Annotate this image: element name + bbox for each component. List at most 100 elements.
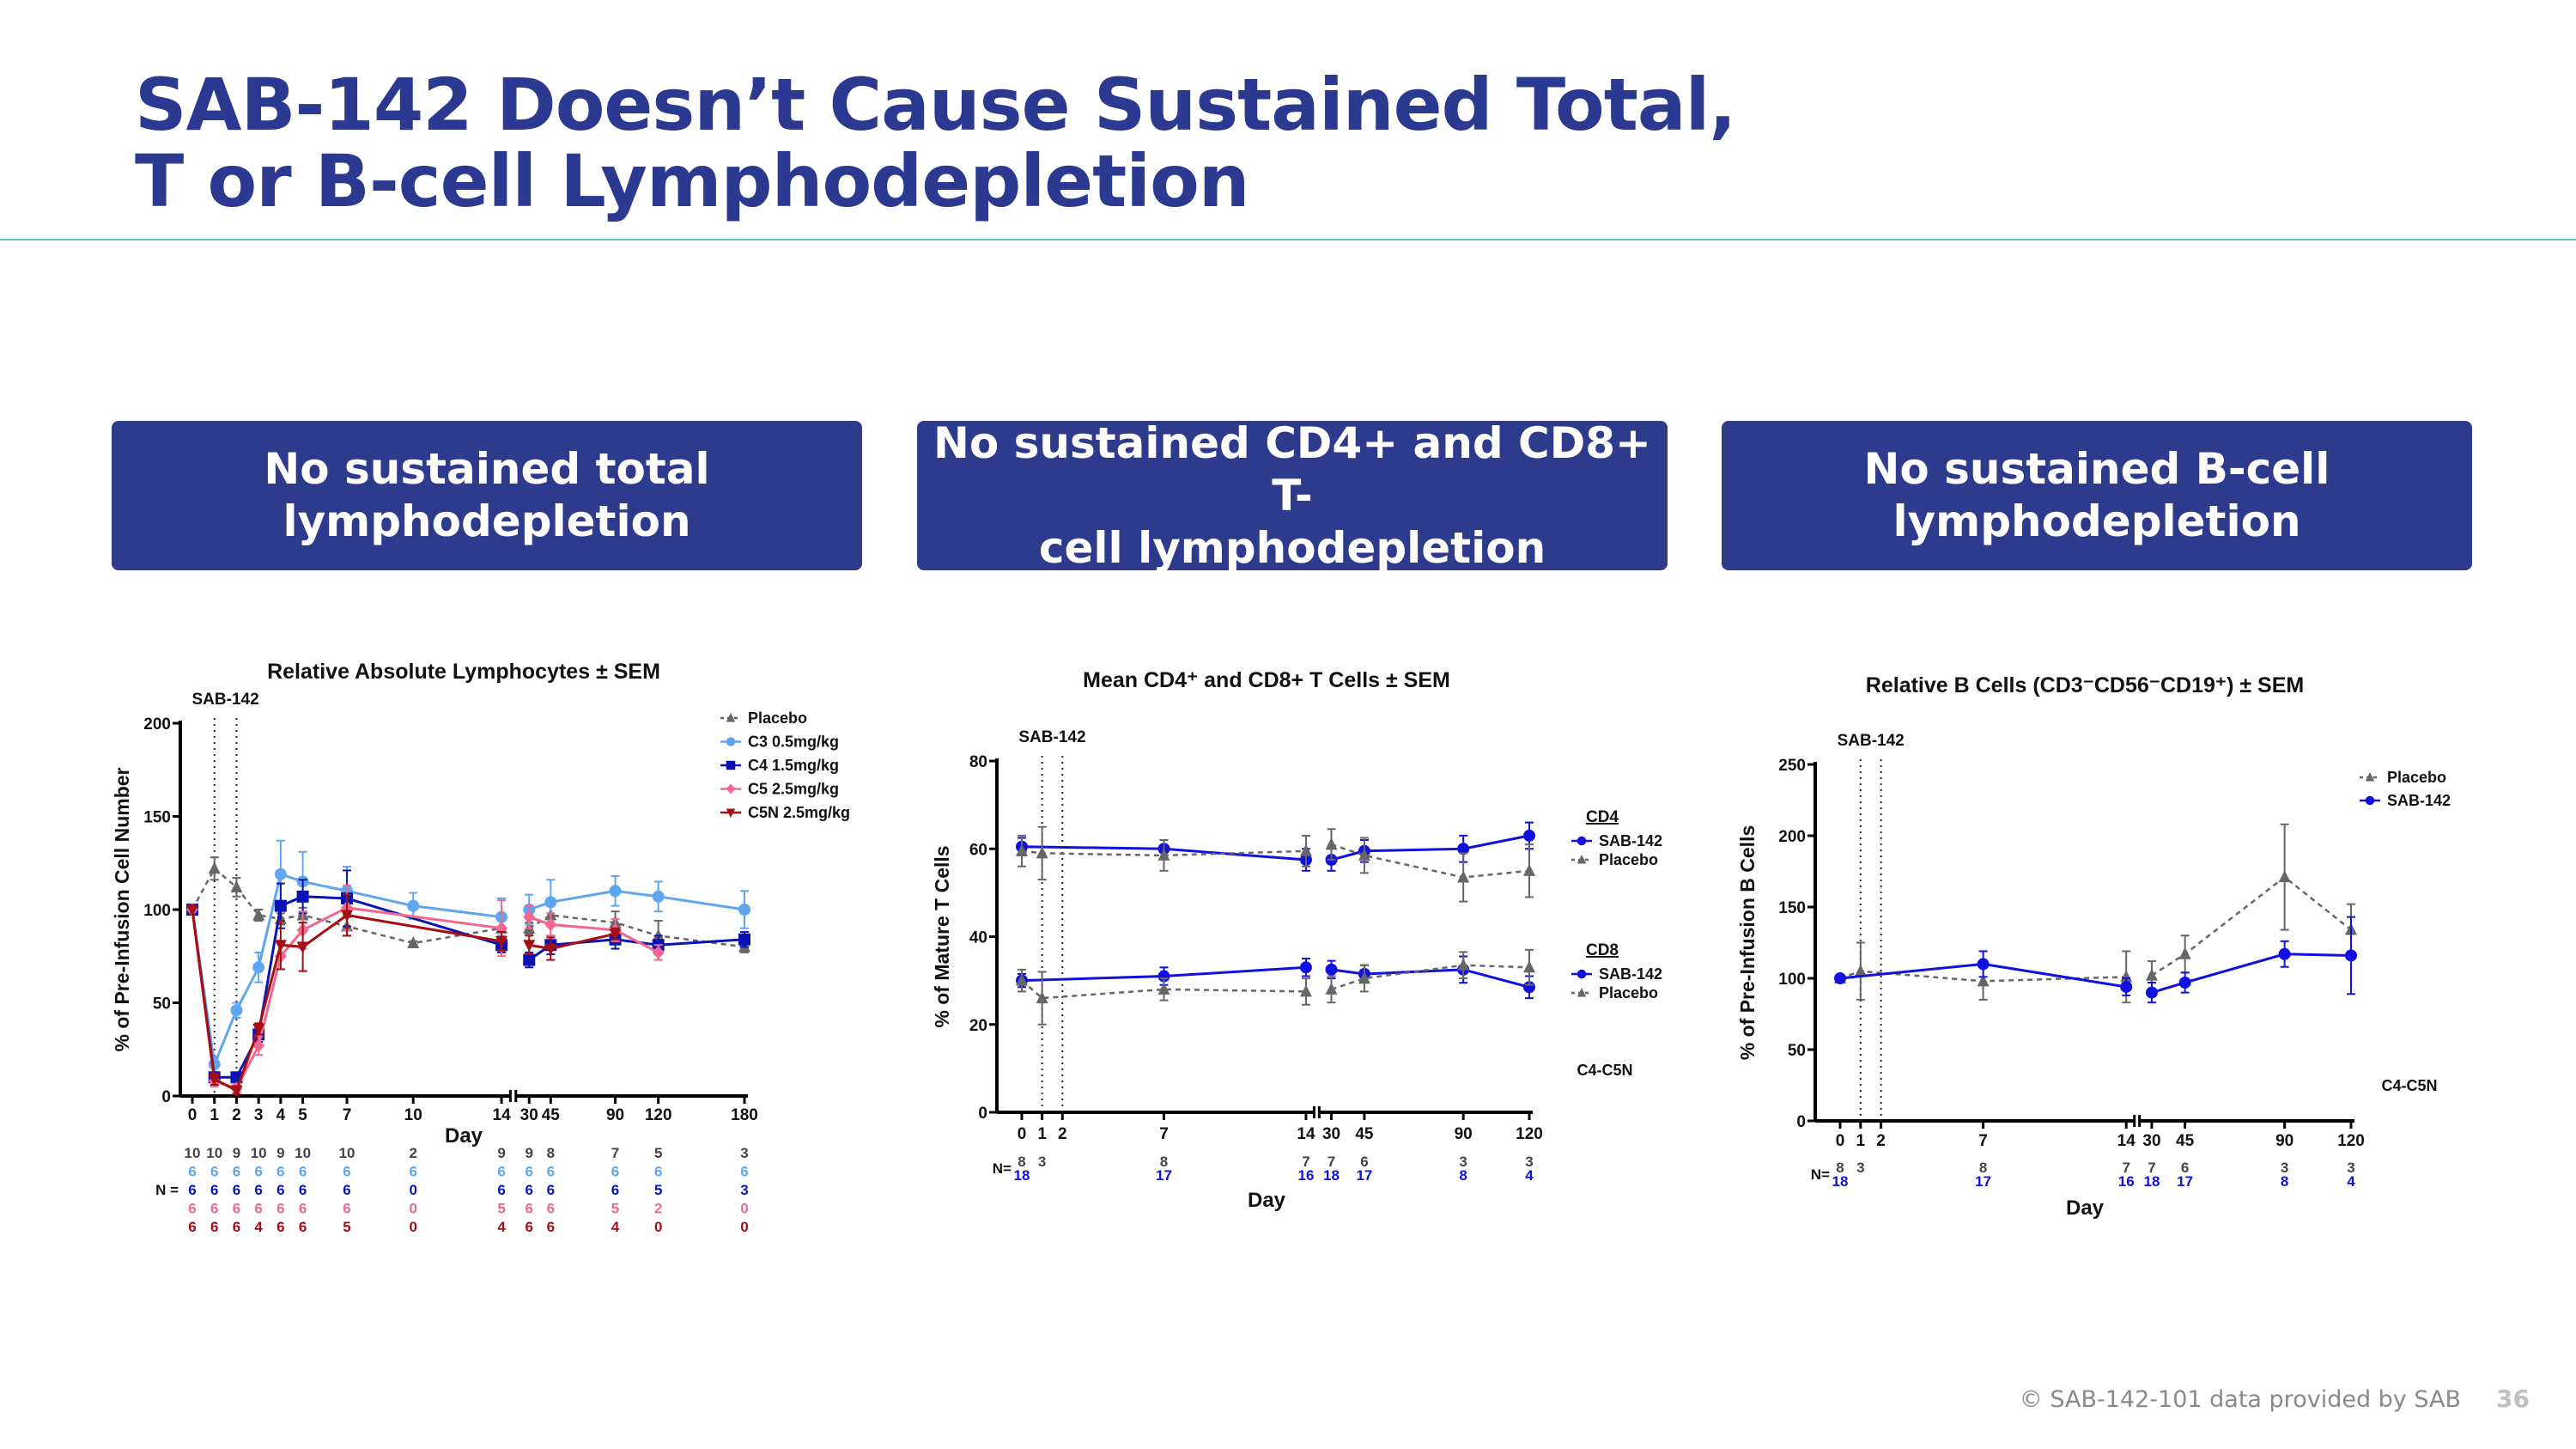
series-placebo <box>1016 948 1535 1026</box>
n-count: 6 <box>740 1164 748 1180</box>
n-count: 6 <box>525 1182 532 1198</box>
series-line <box>1021 849 1306 857</box>
title-line-2: T or B-cell Lymphodepletion <box>135 139 1250 223</box>
series-c5n-2-5mg-kg <box>186 893 622 1098</box>
page-title: SAB-142 Doesn’t Cause Sustained Total, T… <box>135 67 1736 223</box>
legend-group-heading: CD8 <box>1586 941 1619 959</box>
n-count: 8 <box>1836 1160 1844 1176</box>
x-tick-label: 0 <box>188 1106 197 1124</box>
data-point <box>2145 968 2158 981</box>
n-count: 6 <box>497 1182 505 1198</box>
legend-item: Placebo <box>720 709 807 727</box>
n-count: 7 <box>611 1145 619 1161</box>
page-number: 36 <box>2496 1385 2530 1413</box>
data-point <box>738 904 750 916</box>
legend-label: Placebo <box>2387 769 2446 786</box>
n-count: 6 <box>276 1164 284 1180</box>
legend-group-heading: CD4 <box>1586 808 1619 826</box>
n-count: 7 <box>2148 1160 2155 1176</box>
n-count: 4 <box>611 1219 620 1235</box>
n-count: 6 <box>299 1201 307 1217</box>
n-count: 8 <box>1979 1160 1987 1176</box>
x-tick-label: 120 <box>1516 1125 1543 1143</box>
data-point <box>523 940 536 953</box>
legend-label: C5N 2.5mg/kg <box>748 804 850 821</box>
x-tick-label: 30 <box>1322 1125 1340 1143</box>
y-tick-label: 60 <box>969 841 987 859</box>
n-count: 0 <box>409 1182 416 1198</box>
chart-title: Relative B Cells (CD3⁻CD56⁻CD19⁺) ± SEM <box>1866 673 2304 697</box>
data-point <box>230 1004 243 1017</box>
callout-line: No sustained total <box>264 444 710 494</box>
cohort-note: C4-C5N <box>2381 1077 2437 1094</box>
series-line <box>528 914 745 948</box>
n-count: 3 <box>2281 1160 2288 1176</box>
n-count: 10 <box>251 1145 267 1161</box>
legend-marker-icon <box>726 713 736 722</box>
data-point <box>1457 958 1470 971</box>
data-point <box>1299 843 1312 856</box>
n-count: 6 <box>611 1182 619 1198</box>
series-line <box>2151 875 2352 977</box>
n-count: 10 <box>185 1145 201 1161</box>
data-point <box>1157 982 1170 995</box>
series-line <box>528 889 745 911</box>
n-count: 6 <box>210 1182 218 1198</box>
n-count: 6 <box>233 1201 240 1217</box>
n-count: 6 <box>547 1164 555 1180</box>
n-count: 6 <box>276 1182 284 1198</box>
x-tick-label: 7 <box>1159 1125 1169 1143</box>
n-count: 6 <box>210 1201 218 1217</box>
callout-line: No sustained CD4+ and CD8+ T- <box>933 417 1651 521</box>
n-count: 3 <box>740 1145 748 1161</box>
data-point <box>2278 947 2291 960</box>
data-point <box>1457 870 1470 883</box>
callout-line: lymphodepletion <box>1893 496 2301 546</box>
legend-marker-icon <box>1577 969 1587 979</box>
y-tick-label: 0 <box>161 1088 171 1106</box>
x-tick-label: 14 <box>1297 1125 1315 1143</box>
data-point <box>2145 986 2158 999</box>
footer-copyright: © SAB-142-101 data provided by SAB <box>2019 1386 2461 1413</box>
x-tick-label: 2 <box>1876 1132 1886 1150</box>
callout-total-lymphodepletion: No sustained total lymphodepletion <box>112 421 862 570</box>
data-point <box>296 941 309 954</box>
n-count: 3 <box>1459 1154 1467 1170</box>
y-tick-label: 100 <box>143 902 171 920</box>
n-count: 6 <box>188 1219 196 1235</box>
n-count: 16 <box>1297 1167 1314 1184</box>
data-point <box>296 890 309 903</box>
n-count: 5 <box>654 1145 662 1161</box>
data-point <box>1834 972 1846 984</box>
n-count: 7 <box>1327 1154 1335 1170</box>
data-point <box>407 936 420 949</box>
callout-t-cell-lymphodepletion: No sustained CD4+ and CD8+ T- cell lymph… <box>917 418 1668 573</box>
chart-2: Mean CD4⁺ and CD8+ T Cells ± SEM % of Mat… <box>931 668 1662 1212</box>
y-tick-label: 0 <box>978 1105 987 1123</box>
legend-item: C5 2.5mg/kg <box>720 781 839 798</box>
n-count: 6 <box>276 1219 284 1235</box>
n-count: 6 <box>254 1201 262 1217</box>
n-count: 8 <box>1160 1154 1168 1170</box>
callout-line: No sustained B-cell <box>1863 444 2330 494</box>
n-count: 6 <box>343 1201 350 1217</box>
data-point <box>1854 964 1867 977</box>
n-count: 6 <box>654 1164 662 1180</box>
n-count: 6 <box>276 1201 284 1217</box>
x-tick-label: 2 <box>232 1106 241 1124</box>
data-point <box>252 1023 265 1036</box>
n-count: 6 <box>254 1164 262 1180</box>
n-count: 10 <box>206 1145 222 1161</box>
x-tick-label: 0 <box>1018 1125 1027 1143</box>
n-count: 18 <box>1832 1173 1849 1190</box>
n-count: 0 <box>740 1219 748 1235</box>
data-point <box>1016 843 1028 856</box>
y-tick-label: 100 <box>1778 971 1806 989</box>
data-point <box>274 899 287 912</box>
data-point <box>230 880 243 892</box>
data-point <box>523 910 536 924</box>
x-tick-label: 30 <box>520 1106 538 1124</box>
x-tick-label: 5 <box>298 1106 307 1124</box>
n-count: 6 <box>525 1164 532 1180</box>
data-point <box>186 904 198 916</box>
